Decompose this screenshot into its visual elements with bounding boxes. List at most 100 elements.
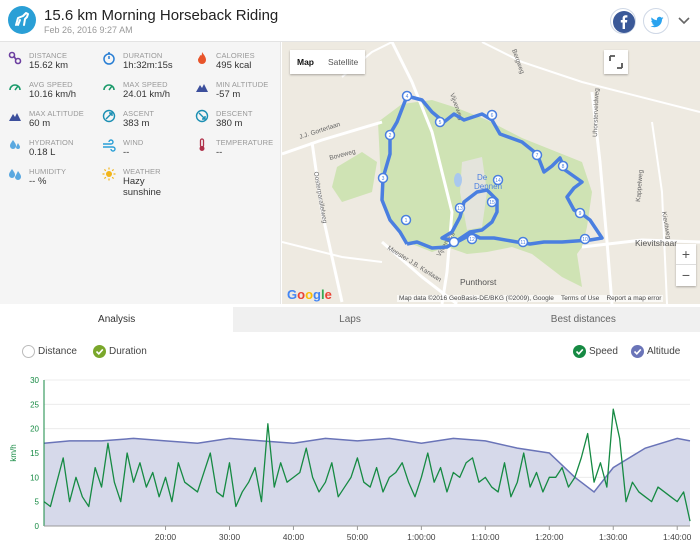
waypoint-marker[interactable] xyxy=(517,236,529,248)
attribution-text: Map data ©2016 GeoBasis-DE/BKG (©2009), … xyxy=(399,295,554,302)
waypoint-marker[interactable] xyxy=(486,196,498,208)
street-label: Uhorsterveldweg xyxy=(592,88,601,137)
speed-altitude-chart[interactable]: 0 5 10 15 20 25 30 km/h 20:00 30:00 40:00 50:00 1:00… xyxy=(0,370,700,552)
waypoint-marker[interactable] xyxy=(384,129,396,141)
stat-label: WIND xyxy=(123,138,144,147)
zoom-control: + − xyxy=(676,244,696,286)
route-map[interactable]: J.J. Gorterlaan Oosterparallelweg Bovewe… xyxy=(282,42,700,304)
road xyxy=(390,42,454,304)
twitter-share-button[interactable] xyxy=(643,8,669,34)
waypoint-marker[interactable] xyxy=(486,109,498,121)
street-label: Kievitweg xyxy=(660,211,672,240)
stat-value: 1h:32m:15s xyxy=(123,60,173,71)
stat-value: -- xyxy=(216,147,223,158)
waypoint-marker[interactable] xyxy=(400,214,412,226)
x-tick-label: 20:00 xyxy=(155,532,177,542)
stat-label: HUMIDITY xyxy=(29,167,67,176)
drops-icon xyxy=(10,140,20,149)
stat-label: ASCENT xyxy=(123,109,155,118)
stat-humidity: HUMIDITY -- % xyxy=(0,166,90,196)
wind-icon xyxy=(103,139,116,152)
speedometer-icon xyxy=(103,84,115,91)
x-tick-label: 1:10:00 xyxy=(471,532,500,542)
speed-series-toggle[interactable]: Speed xyxy=(573,345,629,359)
waypoint-marker[interactable] xyxy=(574,207,586,219)
speed-series-line xyxy=(43,408,691,522)
x-tick-label: 50:00 xyxy=(347,532,369,542)
activity-title: 15.6 km Morning Horseback Riding xyxy=(44,7,279,24)
tab-analysis[interactable]: Analysis xyxy=(0,307,234,332)
waypoint-label: 6 xyxy=(491,113,494,119)
stat-label: AVG SPEED xyxy=(29,80,73,89)
x-tick-label: 40:00 xyxy=(283,532,305,542)
waypoint-marker[interactable] xyxy=(434,116,446,128)
waypoint-marker[interactable] xyxy=(557,160,569,172)
stat-max-altitude: MAX ALTITUDE 60 m xyxy=(0,108,90,138)
tab-laps[interactable]: Laps xyxy=(339,314,361,325)
waypoint-marker[interactable] xyxy=(531,149,543,161)
waypoint-label: 9 xyxy=(579,211,582,217)
stat-weather: WEATHER Hazy sunshine xyxy=(94,166,184,198)
facebook-share-button[interactable] xyxy=(610,8,636,34)
activity-date: Feb 26, 2016 9:27 AM xyxy=(44,25,133,35)
waypoint-label: 4 xyxy=(406,94,409,100)
sun-icon xyxy=(102,167,116,181)
stopwatch-icon xyxy=(103,52,115,65)
stat-label: CALORIES xyxy=(216,51,255,60)
zoom-in-button[interactable]: + xyxy=(676,244,696,265)
x-tick-label: 1:30:00 xyxy=(599,532,628,542)
stat-max-speed: MAX SPEED 24.01 km/h xyxy=(94,79,184,109)
y-tick-label: 5 xyxy=(35,498,40,507)
waypoint-marker[interactable] xyxy=(377,172,389,184)
duration-axis-toggle[interactable]: Duration xyxy=(93,345,163,359)
waypoint-label: 2 xyxy=(389,133,392,139)
waypoint-label: 1 xyxy=(405,218,408,224)
tab-best-distances[interactable]: Best distances xyxy=(550,314,616,325)
stat-value: 380 m xyxy=(216,118,243,129)
place-label: Kievitshaar xyxy=(635,238,678,248)
zoom-out-button[interactable]: − xyxy=(681,267,691,283)
satellite-view-button[interactable]: Satellite xyxy=(328,57,359,67)
map-canvas[interactable]: J.J. Gorterlaan Oosterparallelweg Bovewe… xyxy=(282,42,700,304)
google-logo: Google xyxy=(287,287,332,302)
waypoint-label: 5 xyxy=(439,120,442,126)
stat-min-altitude: MIN ALTITUDE -57 m xyxy=(187,79,277,109)
legend-label: Speed xyxy=(589,346,618,357)
distance-axis-toggle[interactable]: Distance xyxy=(22,345,88,359)
stat-label: MAX ALTITUDE xyxy=(29,109,84,118)
fullscreen-button[interactable] xyxy=(604,50,628,74)
waypoint-marker[interactable] xyxy=(454,202,466,214)
road xyxy=(481,42,700,113)
waypoint-marker[interactable] xyxy=(492,174,504,186)
stat-label: HYDRATION xyxy=(29,138,74,147)
stat-avg-speed: AVG SPEED 10.16 km/h xyxy=(0,79,90,109)
stat-ascent: ASCENT 383 m xyxy=(94,108,184,138)
x-tick-label: 1:20:00 xyxy=(535,532,564,542)
check-icon xyxy=(631,345,644,358)
check-icon xyxy=(93,345,106,358)
analysis-tabs: Analysis Laps Best distances xyxy=(0,307,700,332)
start-marker[interactable] xyxy=(448,236,460,248)
waypoint-marker[interactable] xyxy=(579,233,591,245)
road xyxy=(282,241,383,263)
altitude-series-line xyxy=(43,437,691,493)
stat-value: 24.01 km/h xyxy=(123,89,170,100)
map-view-button[interactable]: Map xyxy=(297,57,314,67)
waypoint-label: 15 xyxy=(489,200,495,206)
chevron-down-icon[interactable] xyxy=(676,12,692,28)
waypoint-marker[interactable] xyxy=(401,90,413,102)
stat-value: -- xyxy=(123,147,130,158)
waypoint-label: 14 xyxy=(495,178,501,184)
road xyxy=(581,238,700,249)
waypoint-marker[interactable] xyxy=(466,233,478,245)
stat-label: WEATHER xyxy=(123,167,161,176)
stat-label: MAX SPEED xyxy=(123,80,168,89)
terms-link[interactable]: Terms of Use xyxy=(560,295,600,302)
waypoint-label: 7 xyxy=(536,153,539,159)
altitude-series-toggle[interactable]: Altitude xyxy=(631,345,697,359)
thermometer-icon xyxy=(199,138,205,151)
report-error-link[interactable]: Report a map error xyxy=(606,295,662,302)
descent-icon xyxy=(195,109,209,123)
route-icon xyxy=(8,51,22,65)
street-label: Kappelweg xyxy=(635,169,645,202)
